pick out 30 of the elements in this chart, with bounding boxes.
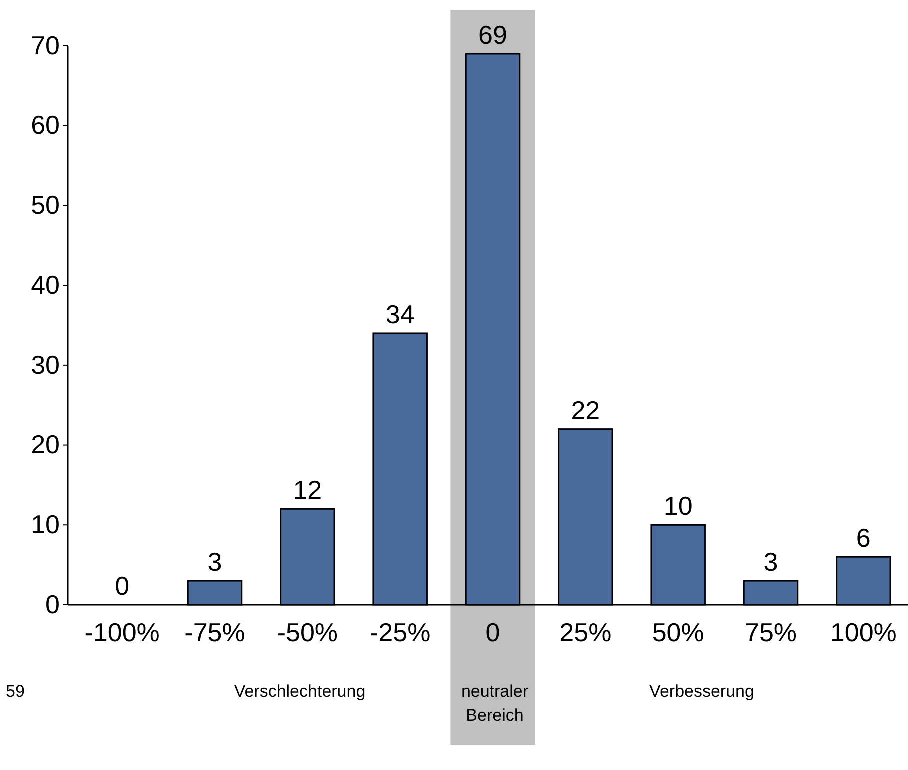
text: 59 [6,682,25,701]
x-tick-label: -100% [84,617,160,648]
x-tick-label: 50% [652,617,704,648]
x-tick-label: -50% [277,617,338,648]
y-tick-label: 40 [31,270,60,300]
y-tick-label: 0 [46,589,60,620]
y-tick-label: 30 [31,350,60,380]
x-tick-label: -25% [370,617,431,648]
data-label: 0 [115,571,130,601]
data-label: 10 [664,491,693,522]
data-label: 12 [293,475,322,506]
x-tick-label: 25% [560,617,612,648]
y-tick-label: 70 [31,30,60,60]
x-tick-label: 75% [744,617,798,648]
text: Verbesserung [650,682,754,701]
data-label: 6 [856,523,871,554]
y-tick-label: 50 [31,190,60,220]
data-label: 3 [208,547,222,578]
y-tick-label: 60 [31,110,60,140]
x-tick-label: -75% [184,617,246,648]
text: Verschlechterung [234,682,366,701]
y-tick-label: 20 [31,430,60,460]
data-label: 34 [386,299,415,330]
data-label: 22 [571,395,600,426]
x-tick-label: 0 [486,617,500,648]
data-label: 3 [764,547,778,578]
text: neutraler Bereich [461,682,529,725]
data-label: 69 [478,20,508,50]
y-tick-label: 10 [31,509,60,540]
x-tick-label: 100% [830,617,897,648]
